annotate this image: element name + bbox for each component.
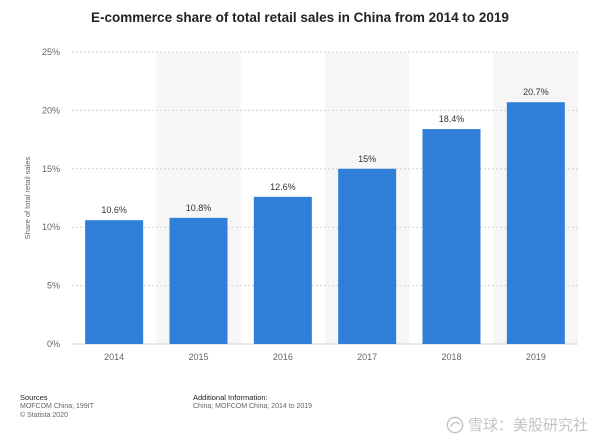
bar-2014 (85, 220, 144, 344)
x-tick-label: 2016 (273, 352, 293, 362)
data-label: 15% (358, 154, 376, 164)
data-label: 10.6% (101, 205, 127, 215)
bar-2017 (338, 168, 397, 344)
watermark-text: 雪球：美股研究社 (467, 416, 588, 434)
additional-info-heading: Additional Information: (193, 393, 268, 402)
x-tick-label: 2019 (526, 352, 546, 362)
chart-title: E-commerce share of total retail sales i… (91, 10, 509, 25)
data-label: 20.7% (523, 87, 549, 97)
additional-info-block: Additional Information: China; MOFCOM Ch… (193, 393, 312, 411)
data-label: 18.4% (439, 114, 465, 124)
sources-line: MOFCOM China; 199IT (20, 403, 94, 410)
x-tick-label: 2017 (357, 352, 377, 362)
bar-2018 (422, 129, 481, 344)
bar-2015 (169, 217, 228, 344)
y-tick-label: 10% (42, 222, 60, 232)
copyright-line: © Statista 2020 (20, 412, 68, 419)
data-label: 10.8% (186, 203, 212, 213)
snowball-logo-icon (446, 416, 464, 433)
x-tick-label: 2014 (104, 352, 124, 362)
y-tick-label: 25% (42, 47, 60, 57)
sources-heading: Sources (20, 393, 48, 402)
bar-2019 (506, 102, 565, 344)
x-tick-label: 2015 (188, 352, 208, 362)
bar-2016 (253, 196, 312, 344)
x-tick-label: 2018 (441, 352, 461, 362)
additional-info-line: China; MOFCOM China; 2014 to 2019 (193, 403, 313, 410)
bar-chart: 0% 5% 10% 15% 20% 25% Share of total retail sa… (23, 47, 578, 362)
y-tick-label: 15% (42, 164, 60, 174)
y-axis-title: Share of total retail sales (23, 156, 32, 239)
y-tick-label: 0% (47, 339, 60, 349)
y-tick-label: 20% (42, 105, 60, 115)
watermark: 雪球：美股研究社 (446, 414, 588, 435)
data-label: 12.6% (270, 182, 296, 192)
sources-block: Sources MOFCOM China; 199IT © Statista 2… (20, 393, 94, 420)
y-tick-label: 5% (47, 281, 60, 291)
